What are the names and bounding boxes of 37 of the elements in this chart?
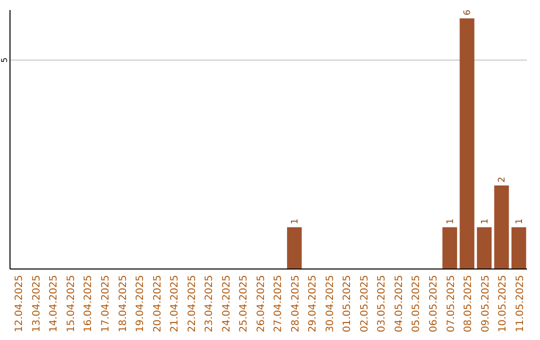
- data-label: 1: [480, 218, 490, 224]
- x-tick-label: 10.05.2025: [498, 275, 509, 332]
- x-tick-label: 13.04.2025: [31, 275, 42, 332]
- x-tick-label: 17.04.2025: [100, 275, 112, 332]
- x-tick-label: 04.05.2025: [394, 275, 405, 332]
- data-label: 6: [463, 9, 474, 16]
- x-tick-label: 24.04.2025: [221, 275, 232, 332]
- x-tick-label: 14.04.2025: [48, 275, 60, 332]
- x-tick-label: 12.04.2025: [14, 275, 26, 332]
- x-tick-label: 22.04.2025: [186, 275, 198, 332]
- x-tick-label: 18.04.2025: [118, 275, 129, 332]
- data-label: 2: [498, 176, 508, 182]
- y-tick-label: 5: [0, 58, 9, 63]
- x-tick-label: 05.05.2025: [411, 275, 422, 332]
- x-tick-label: 27.04.2025: [273, 275, 284, 332]
- x-tick-label: 15.04.2025: [66, 275, 77, 332]
- x-tick-label: 23.04.2025: [204, 275, 216, 332]
- x-tick-label: 08.05.2025: [463, 275, 474, 332]
- x-tick-label: 11.05.2025: [514, 275, 526, 332]
- x-tick-label: 21.04.2025: [170, 275, 181, 332]
- data-label: 1: [290, 218, 300, 224]
- x-tick-label: 09.05.2025: [480, 275, 492, 332]
- x-tick-label: 28.04.2025: [290, 275, 302, 332]
- x-tick-label: 26.04.2025: [256, 275, 267, 332]
- x-tick-label: 06.05.2025: [428, 275, 440, 332]
- x-tick-label: 07.05.2025: [446, 275, 457, 332]
- x-tick-label: 16.04.2025: [83, 275, 94, 332]
- x-tick-label: 19.04.2025: [135, 275, 146, 332]
- x-tick-label: 03.05.2025: [376, 275, 388, 332]
- data-label: 1: [514, 218, 525, 224]
- x-tick-label: 20.04.2025: [152, 275, 164, 332]
- data-label: 1: [446, 218, 456, 224]
- x-tick-label: 30.04.2025: [324, 275, 336, 332]
- x-tick-label: 02.05.2025: [359, 275, 370, 332]
- x-tick-label: 25.04.2025: [238, 275, 250, 332]
- x-tick-label: 01.05.2025: [342, 275, 354, 332]
- x-tick-label: 29.04.2025: [308, 275, 319, 332]
